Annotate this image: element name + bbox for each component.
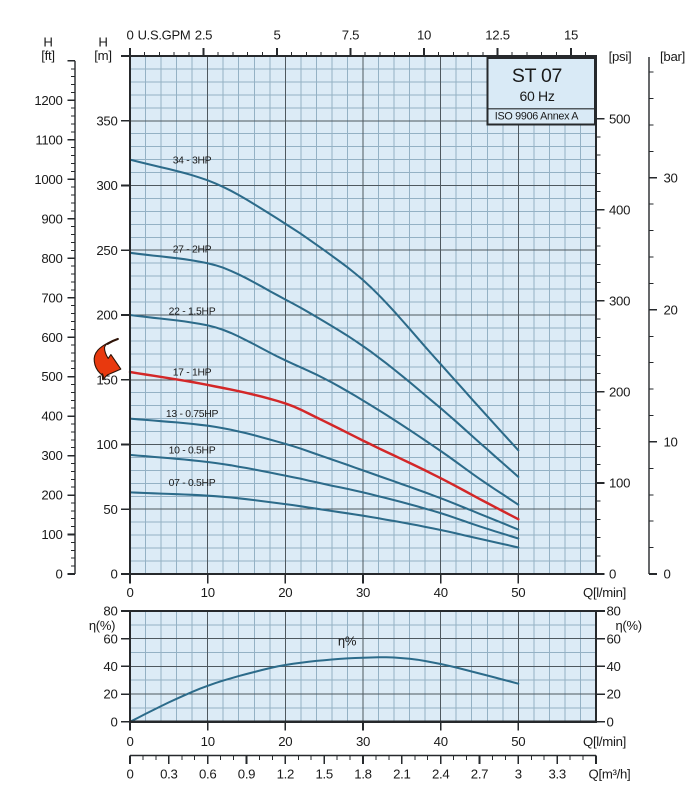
svg-text:U.S.GPM: U.S.GPM: [138, 28, 191, 43]
svg-text:0: 0: [126, 585, 133, 600]
svg-text:2.4: 2.4: [432, 767, 449, 782]
svg-text:0: 0: [110, 567, 117, 582]
svg-text:12.5: 12.5: [485, 28, 509, 43]
svg-text:10: 10: [664, 435, 678, 450]
svg-text:1000: 1000: [34, 172, 62, 187]
svg-text:50: 50: [103, 502, 117, 517]
svg-text:250: 250: [96, 243, 117, 258]
svg-text:300: 300: [96, 178, 117, 193]
svg-text:3.3: 3.3: [548, 767, 565, 782]
svg-text:60: 60: [103, 631, 117, 646]
svg-text:20: 20: [103, 687, 117, 702]
svg-text:80: 80: [103, 604, 117, 619]
svg-text:η%: η%: [338, 634, 357, 649]
svg-text:0.3: 0.3: [160, 767, 177, 782]
svg-text:0: 0: [609, 567, 616, 582]
svg-text:150: 150: [96, 372, 117, 387]
svg-text:5: 5: [273, 28, 280, 43]
svg-text:700: 700: [41, 290, 62, 305]
svg-text:300: 300: [609, 294, 630, 309]
svg-text:10 - 0.5HP: 10 - 0.5HP: [169, 446, 216, 457]
svg-text:20: 20: [278, 734, 292, 749]
svg-text:40: 40: [434, 585, 448, 600]
svg-text:0: 0: [664, 567, 671, 582]
svg-text:2.7: 2.7: [471, 767, 488, 782]
svg-text:1.8: 1.8: [354, 767, 371, 782]
svg-text:2.1: 2.1: [393, 767, 410, 782]
svg-text:20: 20: [607, 687, 621, 702]
svg-text:Q[l/min]: Q[l/min]: [583, 585, 626, 600]
svg-text:50: 50: [511, 585, 525, 600]
svg-text:30: 30: [356, 734, 370, 749]
svg-text:60 Hz: 60 Hz: [519, 88, 554, 104]
svg-text:0: 0: [126, 767, 133, 782]
svg-text:900: 900: [41, 211, 62, 226]
svg-text:40: 40: [103, 659, 117, 674]
svg-text:400: 400: [609, 202, 630, 217]
svg-text:1.2: 1.2: [277, 767, 294, 782]
svg-text:0.9: 0.9: [238, 767, 255, 782]
svg-text:20: 20: [278, 585, 292, 600]
svg-text:ST 07: ST 07: [512, 65, 562, 87]
svg-text:100: 100: [96, 437, 117, 452]
svg-text:H: H: [98, 35, 107, 50]
svg-text:0: 0: [607, 714, 614, 729]
svg-text:Q[l/min]: Q[l/min]: [583, 734, 626, 749]
svg-text:50: 50: [511, 734, 525, 749]
svg-text:[bar]: [bar]: [660, 49, 685, 64]
svg-text:10: 10: [201, 734, 215, 749]
svg-text:20: 20: [664, 303, 678, 318]
svg-text:7.5: 7.5: [342, 28, 359, 43]
svg-text:10: 10: [201, 585, 215, 600]
svg-text:1200: 1200: [34, 93, 62, 108]
svg-text:[ft]: [ft]: [41, 48, 54, 63]
svg-text:22 - 1.5HP: 22 - 1.5HP: [169, 307, 216, 318]
svg-text:30: 30: [356, 585, 370, 600]
svg-text:ISO 9906 Annex A: ISO 9906 Annex A: [495, 111, 580, 123]
svg-text:0.6: 0.6: [199, 767, 216, 782]
svg-text:07 - 0.5HP: 07 - 0.5HP: [169, 478, 216, 489]
svg-text:30: 30: [664, 170, 678, 185]
svg-text:350: 350: [96, 113, 117, 128]
svg-text:[psi]: [psi]: [609, 49, 632, 64]
svg-text:0: 0: [55, 567, 62, 582]
svg-text:0: 0: [126, 734, 133, 749]
svg-text:η(%): η(%): [616, 618, 642, 633]
svg-text:13 - 0.75HP: 13 - 0.75HP: [166, 409, 219, 420]
svg-text:17 - 1HP: 17 - 1HP: [173, 368, 212, 379]
svg-text:100: 100: [609, 476, 630, 491]
svg-text:10: 10: [417, 28, 431, 43]
svg-text:40: 40: [434, 734, 448, 749]
svg-text:800: 800: [41, 251, 62, 266]
svg-text:[m]: [m]: [94, 48, 111, 63]
svg-text:500: 500: [41, 369, 62, 384]
svg-text:300: 300: [41, 448, 62, 463]
svg-text:27 - 2HP: 27 - 2HP: [173, 245, 212, 256]
svg-text:H: H: [43, 35, 52, 50]
svg-text:34 - 3HP: 34 - 3HP: [173, 156, 212, 167]
svg-text:2.5: 2.5: [195, 28, 212, 43]
svg-text:200: 200: [41, 488, 62, 503]
svg-text:3: 3: [515, 767, 522, 782]
svg-text:200: 200: [609, 385, 630, 400]
svg-text:600: 600: [41, 330, 62, 345]
svg-text:400: 400: [41, 409, 62, 424]
svg-text:15: 15: [564, 28, 578, 43]
svg-text:Q[m³/h]: Q[m³/h]: [589, 767, 631, 782]
svg-text:40: 40: [607, 659, 621, 674]
svg-text:100: 100: [41, 527, 62, 542]
svg-text:1.5: 1.5: [315, 767, 332, 782]
svg-text:1100: 1100: [35, 132, 62, 147]
svg-text:0: 0: [110, 714, 117, 729]
svg-text:200: 200: [96, 308, 117, 323]
svg-text:60: 60: [607, 631, 621, 646]
svg-text:500: 500: [609, 111, 630, 126]
svg-text:η(%): η(%): [89, 618, 115, 633]
svg-text:80: 80: [607, 604, 621, 619]
svg-text:0: 0: [126, 28, 133, 43]
